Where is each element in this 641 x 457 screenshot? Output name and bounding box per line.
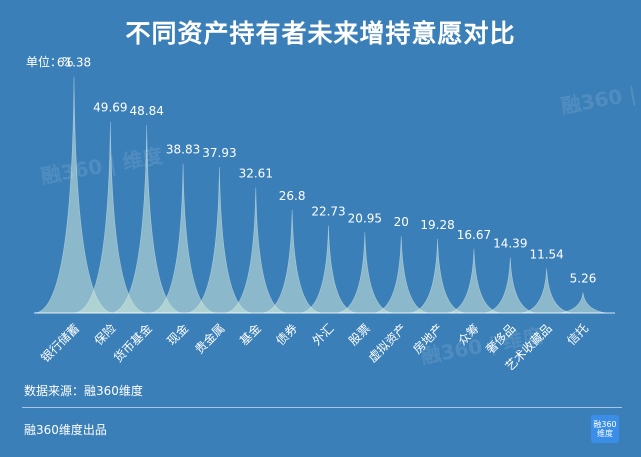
brand-logo: 融360 维度 [591,415,619,443]
data-source: 数据来源：融360维度 [24,384,143,398]
peak-6 [262,209,322,314]
value-label-4: 37.93 [202,146,236,160]
peak-10 [410,238,465,314]
category-label-2: 货币基金 [110,321,155,366]
peak-12 [484,257,537,314]
value-label-5: 32.61 [239,166,273,180]
peak-8 [337,232,393,314]
value-label-8: 20.95 [348,211,382,225]
value-label-0: 61.38 [57,56,91,70]
footer-credit: 融360维度出品 [24,423,107,437]
category-label-9: 虚拟资产 [365,321,409,365]
category-label-4: 贵金属 [191,321,227,357]
value-label-13: 11.54 [529,248,563,262]
value-label-11: 16.67 [457,228,491,242]
category-label-14: 信托 [564,321,591,348]
value-label-6: 26.8 [279,189,306,203]
category-label-8: 股票 [346,321,373,348]
value-label-14: 5.26 [570,272,597,286]
value-label-12: 14.39 [493,237,527,251]
value-label-9: 20 [394,215,409,229]
category-label-11: 众筹 [455,321,482,348]
peak-9 [373,235,429,314]
unit-label: 单位：% [26,55,74,69]
chart-title: 不同资产持有者未来增持意愿对比 [125,19,516,48]
category-label-0: 银行储蓄 [38,321,83,366]
peak-5 [224,187,287,314]
value-label-2: 48.84 [130,104,164,118]
value-label-3: 38.83 [166,143,200,157]
peak-11 [447,248,501,314]
category-label-10: 房地产 [410,321,446,357]
category-label-6: 债券 [273,321,301,349]
divider [22,407,622,408]
value-label-10: 19.28 [420,218,454,232]
category-label-5: 基金 [236,321,264,349]
category-label-7: 外汇 [310,321,337,348]
peaks-layer [34,76,607,314]
category-label-3: 现金 [164,321,192,349]
value-label-7: 22.73 [311,204,345,218]
category-label-1: 保险 [91,321,119,349]
peak-7 [300,225,357,314]
peak-13 [521,268,572,314]
value-label-1: 49.69 [93,101,127,115]
peak-14 [559,292,607,314]
category-label-12: 奢侈品 [483,321,518,356]
